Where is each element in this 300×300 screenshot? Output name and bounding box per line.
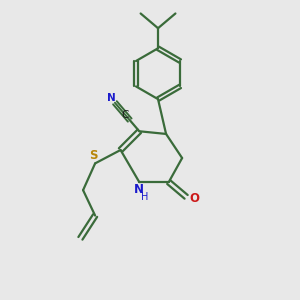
Text: C: C xyxy=(121,110,129,120)
Text: N: N xyxy=(107,93,116,103)
Text: N: N xyxy=(134,183,144,196)
Text: S: S xyxy=(89,149,97,162)
Text: H: H xyxy=(142,192,149,202)
Text: O: O xyxy=(190,192,200,205)
